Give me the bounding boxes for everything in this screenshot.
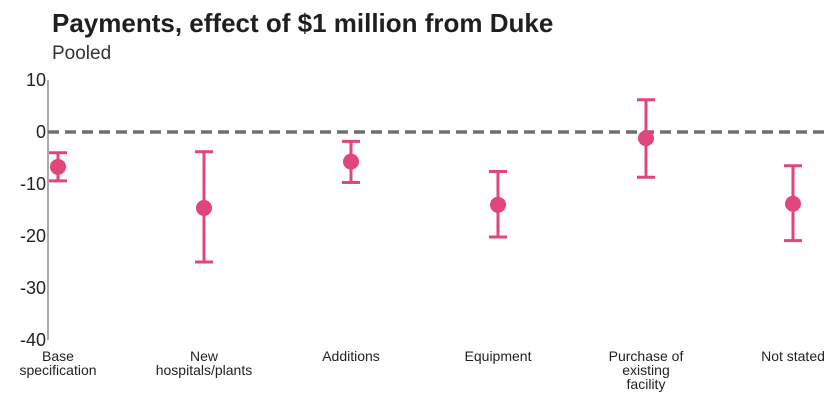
point-estimate	[343, 153, 359, 170]
point-estimate	[638, 130, 654, 147]
y-tick-label: 0	[36, 122, 46, 142]
category-label: Purchase of existing facility	[609, 348, 684, 392]
category-label: Not stated	[761, 348, 825, 364]
category-label: Additions	[322, 348, 380, 364]
chart-subtitle: Pooled	[52, 43, 112, 64]
y-tick-label: -30	[20, 278, 46, 298]
point-estimate	[490, 196, 506, 213]
chart-title: Payments, effect of $1 million from Duke	[52, 8, 554, 38]
y-tick-label: -20	[20, 226, 46, 246]
category-label: Equipment	[465, 348, 532, 364]
y-tick-label: -10	[20, 174, 46, 194]
y-tick-label: 10	[26, 70, 46, 90]
category-label: New hospitals/plants	[156, 348, 253, 378]
point-estimate	[785, 195, 801, 212]
point-estimate	[50, 158, 66, 175]
point-estimate	[196, 199, 212, 216]
y-tick-label: -40	[20, 330, 46, 350]
category-label: Base specification	[19, 348, 96, 378]
